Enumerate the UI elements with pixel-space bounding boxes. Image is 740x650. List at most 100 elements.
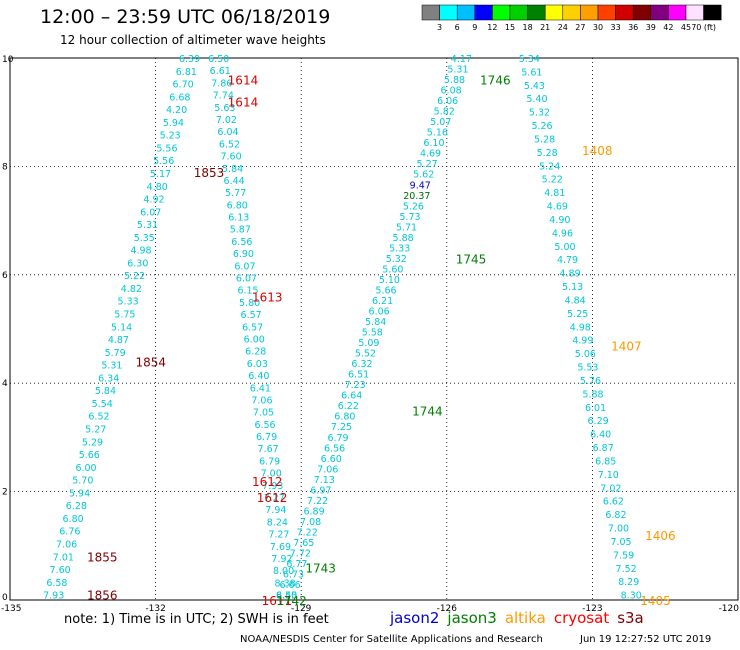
- wave-height-value: 6.32: [351, 359, 372, 370]
- colorbar-label: 24: [558, 23, 568, 32]
- wave-height-value: 6.07: [140, 207, 161, 218]
- colorbar-swatch: [421, 4, 440, 21]
- pass-time-label: 1743: [305, 561, 336, 575]
- wave-height-value: 7.74: [213, 91, 234, 102]
- wave-height-value: 6.61: [210, 66, 231, 77]
- wave-height-value: 6.10: [423, 138, 444, 149]
- wave-height-value: 5.10: [379, 275, 400, 286]
- colorbar-label: 30: [593, 23, 603, 32]
- wave-height-value: 5.79: [105, 348, 126, 359]
- wave-height-value: 7.59: [613, 550, 634, 561]
- wave-height-value: 5.27: [417, 159, 438, 170]
- wave-height-value: 6.55: [276, 591, 297, 602]
- wave-height-value: 7.25: [331, 422, 352, 433]
- wave-height-value: 7.10: [598, 470, 619, 481]
- wave-height-value: 7.52: [616, 564, 637, 575]
- wave-height-value: 6.28: [245, 347, 266, 358]
- x-tick-label: -129: [291, 604, 312, 614]
- wave-height-value: 6.62: [603, 497, 624, 508]
- generated-timestamp: Jun 19 12:27:52 UTC 2019: [580, 634, 712, 645]
- colorbar-swatch: [562, 4, 581, 21]
- wave-height-value: 6.60: [321, 454, 342, 465]
- wave-height-value: 6.06: [437, 96, 458, 107]
- wave-height-value: 5.87: [230, 225, 251, 236]
- wave-height-value: 5.73: [399, 212, 420, 223]
- wave-height-value: 5.32: [386, 254, 407, 265]
- wave-height-value: 6.57: [241, 310, 262, 321]
- pass-time-label: 1406: [645, 529, 676, 543]
- wave-height-value: 4.17: [451, 54, 472, 65]
- wave-height-value: 5.56: [153, 156, 174, 167]
- colorbar-label: 70 (ft): [691, 23, 716, 32]
- colorbar-swatch: [580, 4, 599, 21]
- wave-height-value: 7.00: [261, 469, 282, 480]
- wave-height-value: 6.39: [179, 54, 200, 65]
- colorbar-swatch: [527, 4, 546, 21]
- wave-height-value: 5.24: [539, 161, 560, 172]
- colorbar-label: 42: [663, 23, 673, 32]
- wave-height-value: 5.22: [124, 271, 145, 282]
- colorbar-swatch: [456, 4, 476, 21]
- colorbar-swatch: [597, 4, 616, 21]
- wave-height-value: 5.71: [396, 222, 417, 233]
- wave-height-value: 5.54: [92, 399, 113, 410]
- wave-height-value: 5.66: [79, 450, 100, 461]
- wave-height-value: 6.81: [176, 67, 197, 78]
- pass-time-label: 1742: [276, 594, 307, 608]
- wave-height-value: 5.77: [225, 188, 246, 199]
- pass-time-label: 1613: [252, 290, 283, 304]
- wave-height-value: 5.63: [214, 103, 235, 114]
- wave-height-value: 7.65: [293, 538, 314, 549]
- wave-height-value: 6.40: [590, 430, 611, 441]
- wave-height-value: 7.27: [268, 530, 289, 541]
- wave-height-value: 6.80: [63, 514, 84, 525]
- wave-height-value: 7.22: [307, 496, 328, 507]
- pass-time-label: 1745: [456, 253, 487, 267]
- wave-height-value: 7.22: [297, 527, 318, 538]
- colorbar-label: 3: [437, 23, 442, 32]
- colorbar-swatch: [650, 4, 669, 21]
- wave-height-value: 5.94: [163, 118, 184, 129]
- wave-height-value: 6.56: [254, 420, 275, 431]
- x-tick-label: -132: [145, 604, 165, 614]
- colorbar-label: 6: [455, 23, 460, 32]
- y-tick-label: 6: [2, 271, 8, 281]
- y-tick-label: 0: [2, 593, 8, 603]
- wave-height-value: 5.33: [389, 243, 410, 254]
- wave-height-value: 6.97: [310, 485, 331, 496]
- wave-height-value: 5.88: [444, 75, 465, 86]
- wave-height-value: 7.05: [610, 537, 631, 548]
- wave-height-value: 6.03: [247, 359, 268, 370]
- wave-height-value: 4.69: [420, 149, 441, 160]
- x-tick-label: -135: [1, 604, 21, 614]
- wave-height-value: 4.98: [570, 322, 591, 333]
- wave-height-value: 6.30: [127, 258, 148, 269]
- wave-height-value: 5.16: [427, 128, 448, 139]
- wave-height-value: 6.52: [219, 139, 240, 150]
- wave-height-value: 6.56: [324, 443, 345, 454]
- y-tick-label: 4: [2, 379, 8, 389]
- wave-height-value: 5.62: [413, 170, 434, 181]
- wave-height-value: 7.08: [300, 517, 321, 528]
- wave-height-value: 7.01: [53, 552, 74, 563]
- plot-frame: [9, 57, 739, 601]
- wave-height-value: 6.64: [341, 391, 362, 402]
- wave-height-value: 6.08: [441, 86, 462, 97]
- legend-entry-jason2: jason2: [390, 609, 440, 627]
- wave-height-value: 5.84: [222, 164, 243, 175]
- wave-height-value: 5.28: [534, 134, 555, 145]
- colorbar-label: 27: [575, 23, 585, 32]
- wave-height-value: 5.53: [577, 363, 598, 374]
- wave-height-value: 6.51: [348, 370, 369, 381]
- wave-height-value: 8.30: [621, 591, 642, 602]
- wave-height-value: 5.88: [393, 233, 414, 244]
- wave-height-value: 7.60: [220, 152, 241, 163]
- x-tick-label: -123: [582, 604, 602, 614]
- legend-entry-jason3: jason3: [447, 609, 497, 627]
- wave-height-value: 5.14: [111, 322, 132, 333]
- wave-height-value: 5.43: [524, 81, 545, 92]
- wave-height-value: 5.32: [529, 108, 550, 119]
- wave-height-value: 5.29: [82, 437, 103, 448]
- wave-height-value: 8.24: [267, 517, 288, 528]
- wave-height-value: 7.93: [262, 481, 283, 492]
